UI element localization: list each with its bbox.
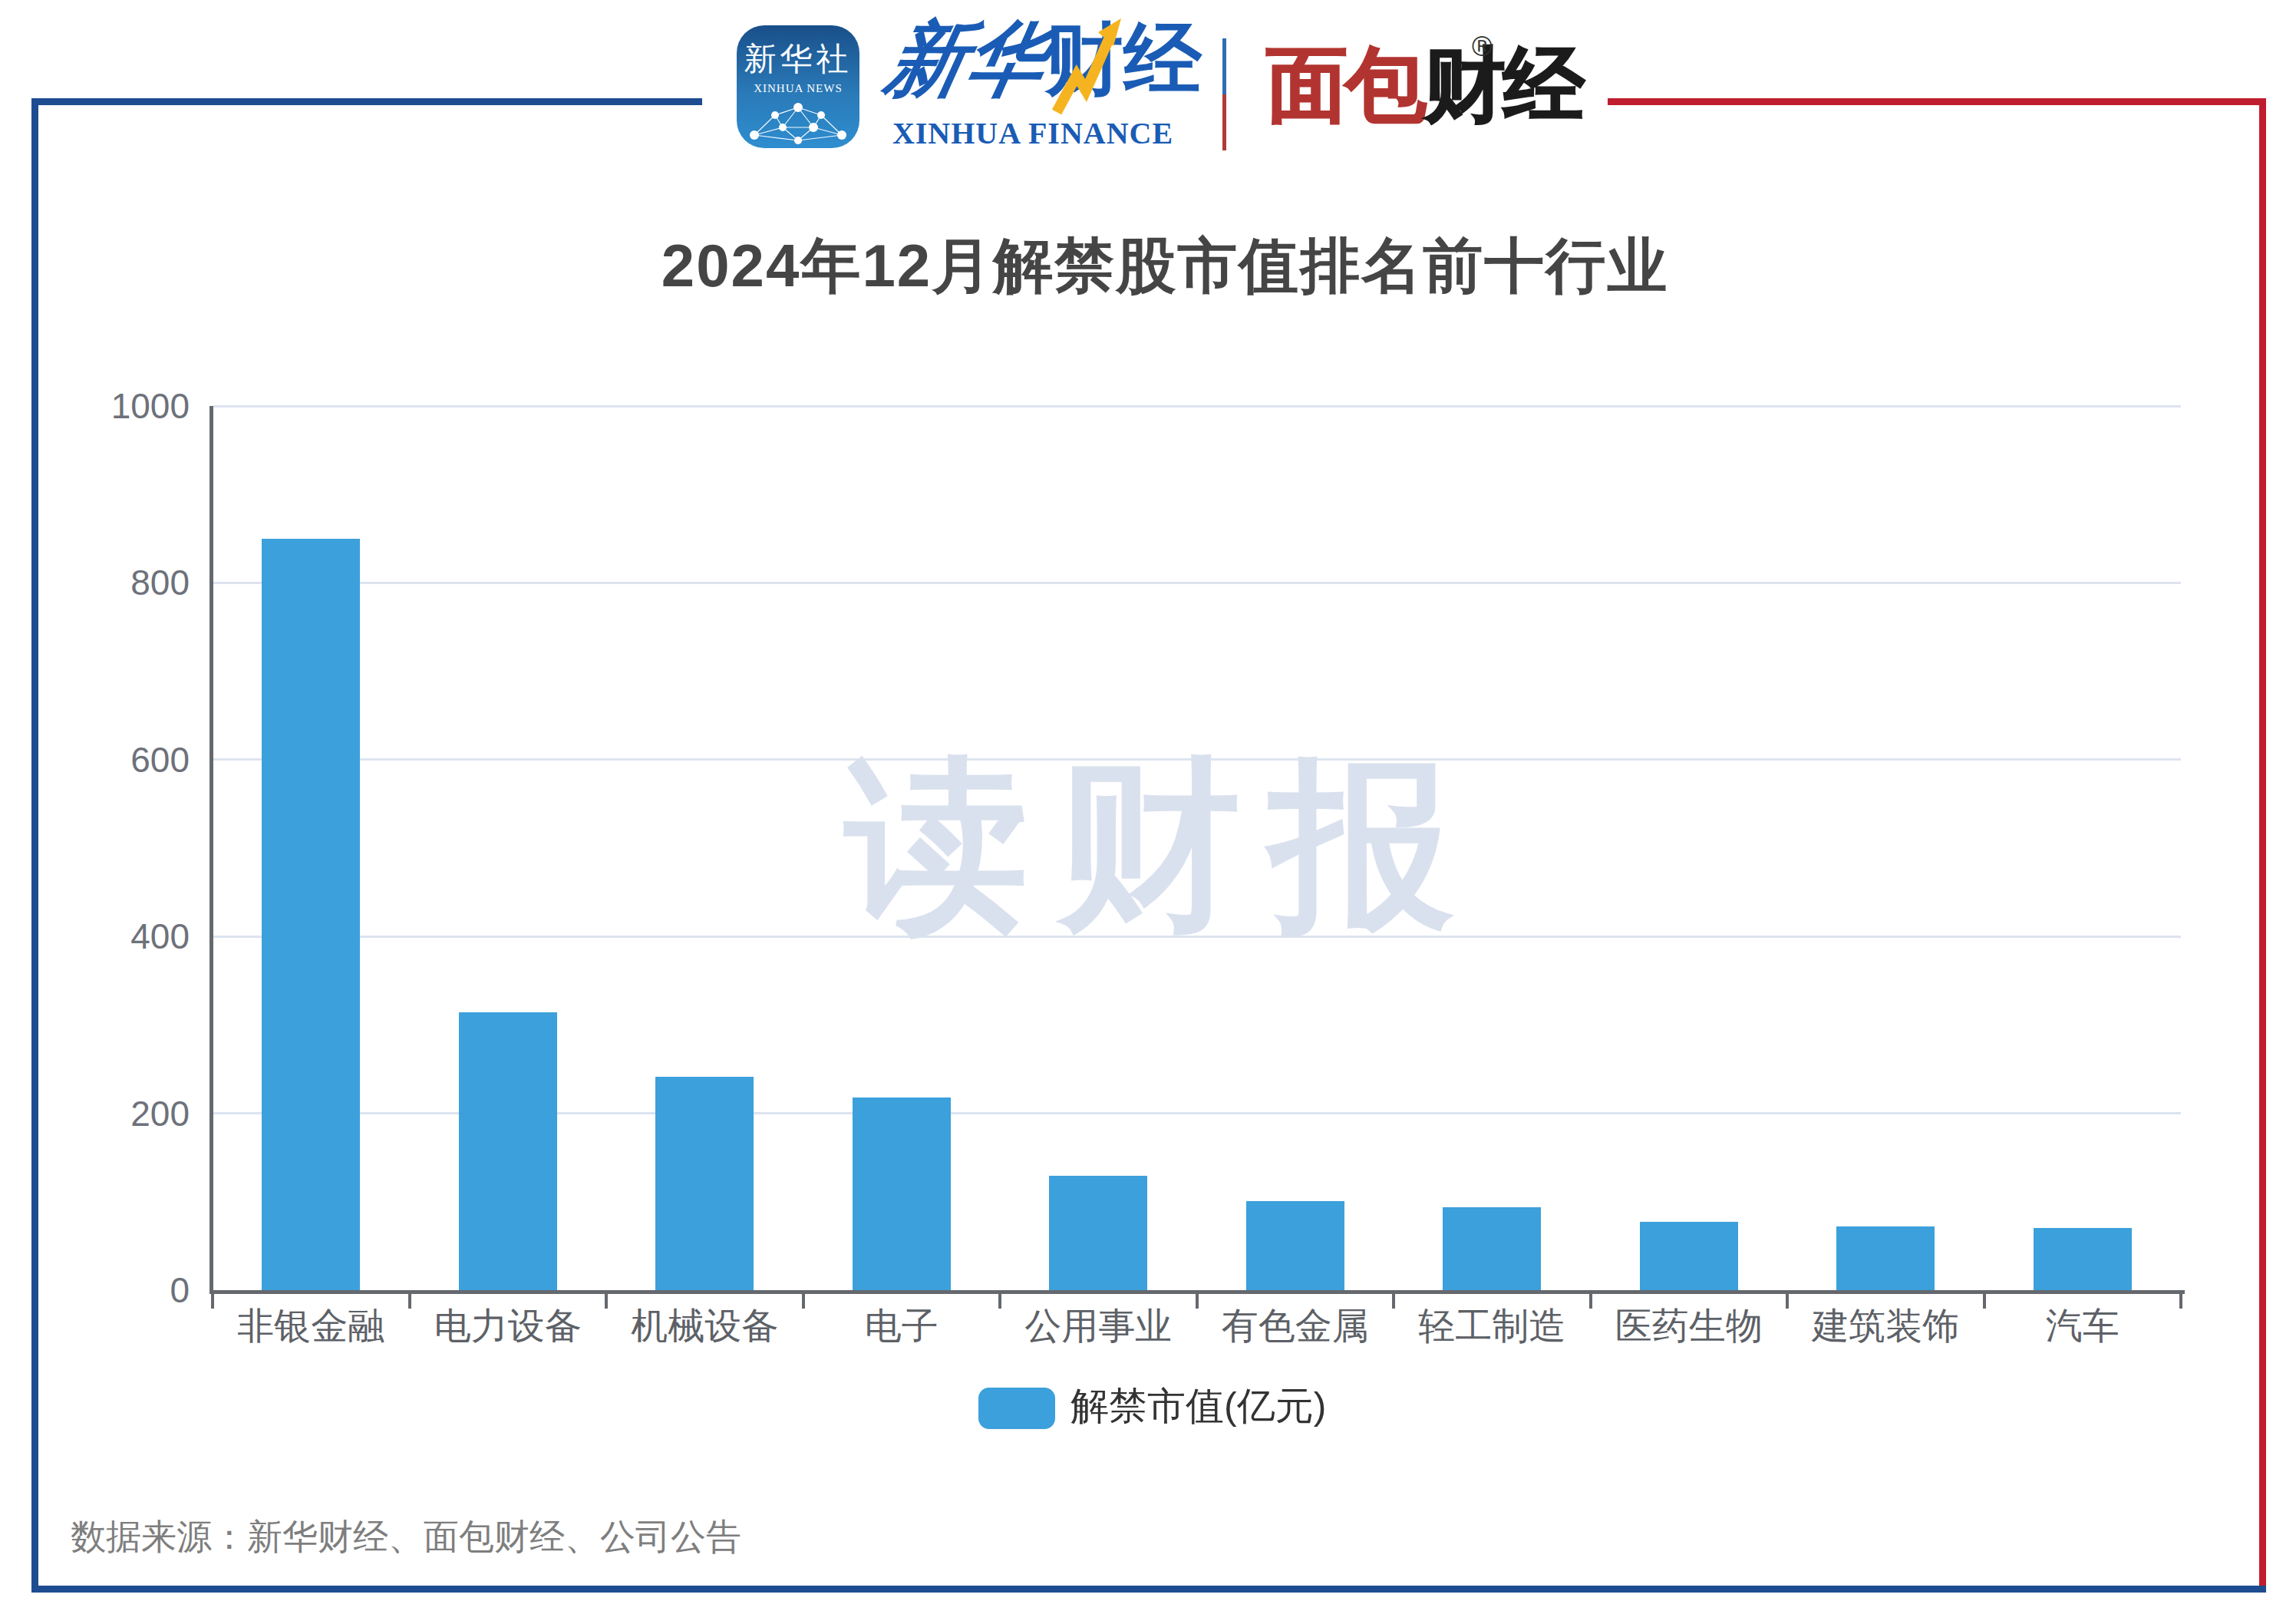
x-axis-label: 轻工制造: [1394, 1305, 1591, 1348]
bar-非银金融[interactable]: [262, 539, 360, 1290]
y-axis-line: [209, 406, 213, 1294]
x-axis-label: 电子: [803, 1305, 1001, 1348]
y-axis-label: 0: [44, 1269, 190, 1311]
legend-swatch[interactable]: [978, 1388, 1055, 1429]
x-axis-label: 有色金属: [1197, 1305, 1394, 1348]
y-axis-label: 400: [44, 916, 190, 957]
watermark: 读财报: [846, 753, 1481, 937]
gridline-1000: [213, 405, 2181, 408]
y-axis-label: 1000: [44, 385, 190, 427]
bar-有色金属[interactable]: [1246, 1201, 1344, 1290]
x-axis-label: 公用事业: [1000, 1305, 1197, 1348]
bar-电力设备[interactable]: [459, 1012, 557, 1290]
x-axis-label: 医药生物: [1591, 1305, 1788, 1348]
bar-建筑装饰[interactable]: [1836, 1226, 1935, 1290]
x-axis-label: 汽车: [1984, 1305, 2182, 1348]
data-source-note: 数据来源：新华财经、面包财经、公司公告: [71, 1513, 741, 1561]
gridline-800: [213, 582, 2181, 584]
y-axis-label: 800: [44, 562, 190, 603]
bar-机械设备[interactable]: [655, 1077, 754, 1290]
bar-轻工制造[interactable]: [1443, 1207, 1541, 1290]
x-axis-label: 非银金融: [213, 1305, 410, 1348]
y-axis-label: 600: [44, 739, 190, 781]
bar-公用事业[interactable]: [1049, 1176, 1147, 1290]
x-axis-label: 机械设备: [606, 1305, 803, 1348]
x-axis-label: 电力设备: [410, 1305, 607, 1348]
x-axis-label: 建筑装饰: [1787, 1305, 1984, 1348]
y-axis-label: 200: [44, 1093, 190, 1134]
bar-汽车[interactable]: [2034, 1228, 2132, 1290]
bar-医药生物[interactable]: [1640, 1222, 1738, 1290]
legend-label[interactable]: 解禁市值(亿元): [1070, 1383, 1326, 1429]
bar-电子[interactable]: [853, 1098, 951, 1290]
